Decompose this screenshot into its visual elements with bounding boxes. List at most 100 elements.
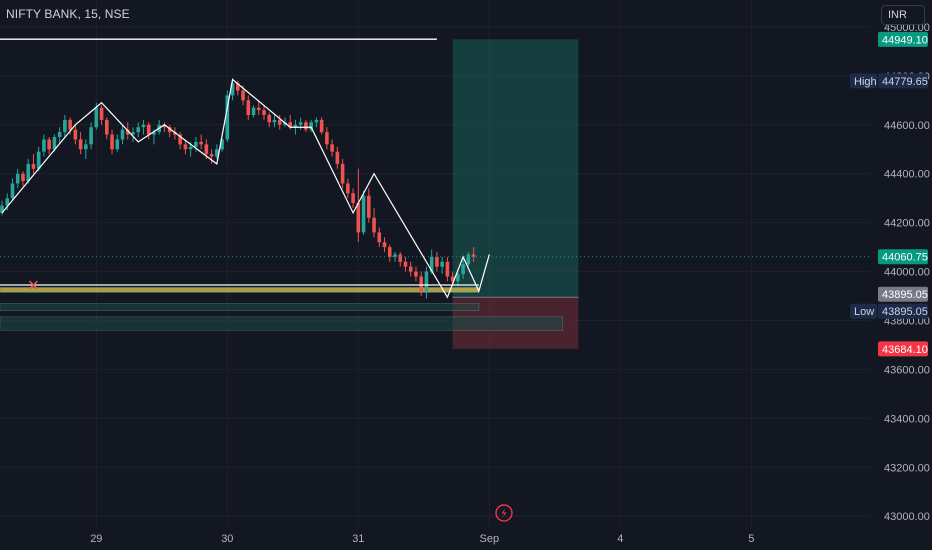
candle-body[interactable] xyxy=(141,124,146,128)
candle-body[interactable] xyxy=(466,254,471,265)
price-badge-label: 44949.10 xyxy=(882,34,928,46)
candle-body[interactable] xyxy=(440,261,444,267)
candle-body[interactable] xyxy=(84,144,88,150)
candle-body[interactable] xyxy=(215,149,219,157)
candle-body[interactable] xyxy=(450,276,455,282)
candle-body[interactable] xyxy=(0,205,4,213)
candle-body[interactable] xyxy=(68,119,72,130)
candle-body[interactable] xyxy=(419,276,423,292)
overlays-layer xyxy=(0,38,870,299)
candle-body[interactable] xyxy=(146,124,151,135)
candle-body[interactable] xyxy=(429,256,434,272)
candle-body[interactable] xyxy=(361,195,366,233)
candle-body[interactable] xyxy=(194,141,198,147)
candle-body[interactable] xyxy=(398,254,403,262)
candle-body[interactable] xyxy=(461,264,465,275)
candle-body[interactable] xyxy=(319,119,324,133)
candle-body[interactable] xyxy=(89,127,93,145)
tradingview-bolt-logo[interactable] xyxy=(495,504,513,522)
candle-body[interactable] xyxy=(15,173,20,184)
candle-body[interactable] xyxy=(424,271,429,292)
candle-body[interactable] xyxy=(220,139,224,150)
candle-body[interactable] xyxy=(230,83,235,96)
candle-body[interactable] xyxy=(293,124,298,128)
candle-body[interactable] xyxy=(94,107,99,128)
candle-body[interactable] xyxy=(445,261,450,277)
candle-body[interactable] xyxy=(351,193,355,204)
candle-body[interactable] xyxy=(340,163,345,184)
candle-body[interactable] xyxy=(372,217,376,233)
candle-body[interactable] xyxy=(204,144,209,155)
currency-button[interactable]: INR xyxy=(881,5,925,25)
candle-body[interactable] xyxy=(199,141,203,145)
candle-body[interactable] xyxy=(125,129,130,135)
candle-body[interactable] xyxy=(167,127,172,133)
candle-body[interactable] xyxy=(225,95,230,140)
candle-body[interactable] xyxy=(52,137,57,150)
candle-body[interactable] xyxy=(377,232,382,243)
candle-body[interactable] xyxy=(288,122,292,128)
candle-body[interactable] xyxy=(47,139,51,150)
candle-body[interactable] xyxy=(131,132,135,135)
candle-body[interactable] xyxy=(42,139,46,152)
candle-body[interactable] xyxy=(267,114,272,123)
candle-body[interactable] xyxy=(335,151,340,164)
time-axis[interactable]: 29 30 31 Sep 4 5 xyxy=(90,533,754,545)
candle-body[interactable] xyxy=(304,122,308,130)
candle-body[interactable] xyxy=(471,254,476,257)
candle-body[interactable] xyxy=(456,274,460,282)
candle-body[interactable] xyxy=(325,132,329,145)
candle-body[interactable] xyxy=(110,134,114,150)
candle-body[interactable] xyxy=(10,183,15,199)
y-tick-label: 44200.00 xyxy=(884,218,930,230)
candle-body[interactable] xyxy=(298,122,303,125)
candle-body[interactable] xyxy=(403,261,408,267)
candle-body[interactable] xyxy=(393,254,397,257)
candle-body[interactable] xyxy=(5,198,10,206)
candle-body[interactable] xyxy=(152,132,156,135)
candle-body[interactable] xyxy=(387,247,392,257)
x-marker-icon xyxy=(28,280,39,290)
candle-body[interactable] xyxy=(136,127,141,133)
candle-body[interactable] xyxy=(251,107,256,115)
symbol-title[interactable]: NIFTY BANK, 15, NSE xyxy=(6,7,130,21)
candle-body[interactable] xyxy=(272,119,277,123)
candle-body[interactable] xyxy=(246,100,251,115)
candle-body[interactable] xyxy=(178,134,182,145)
price-badge-label: 44060.75 xyxy=(882,252,928,264)
candle-body[interactable] xyxy=(120,129,125,140)
candle-body[interactable] xyxy=(209,154,214,157)
candle-body[interactable] xyxy=(115,139,120,150)
candle-body[interactable] xyxy=(99,107,104,120)
candle-body[interactable] xyxy=(309,122,313,130)
candle-body[interactable] xyxy=(414,271,418,277)
candle-body[interactable] xyxy=(236,83,240,91)
candle-body[interactable] xyxy=(162,124,167,128)
candle-body[interactable] xyxy=(105,119,109,135)
candle-body[interactable] xyxy=(36,151,41,169)
candle-body[interactable] xyxy=(73,129,78,140)
candle-body[interactable] xyxy=(277,119,282,125)
candle-body[interactable] xyxy=(26,163,30,182)
candle-body[interactable] xyxy=(435,256,439,267)
candle-body[interactable] xyxy=(183,144,188,150)
candle-body[interactable] xyxy=(188,146,193,150)
candle-body[interactable] xyxy=(382,242,387,248)
candle-body[interactable] xyxy=(262,110,266,115)
zigzag-pattern-line xyxy=(1,78,490,299)
candle-body[interactable] xyxy=(330,144,334,152)
candle-body[interactable] xyxy=(21,173,25,182)
candle-body[interactable] xyxy=(367,195,371,218)
y-tick-label: 43400.00 xyxy=(884,413,930,425)
candle-body[interactable] xyxy=(57,132,62,138)
candle-body[interactable] xyxy=(241,90,245,101)
candle-body[interactable] xyxy=(78,139,83,150)
candle-body[interactable] xyxy=(63,119,67,133)
candle-body[interactable] xyxy=(356,203,361,233)
candle-body[interactable] xyxy=(256,107,261,111)
candle-body[interactable] xyxy=(314,119,319,123)
candle-body[interactable] xyxy=(31,163,36,169)
candle-body[interactable] xyxy=(346,183,350,194)
candle-body[interactable] xyxy=(408,266,413,272)
